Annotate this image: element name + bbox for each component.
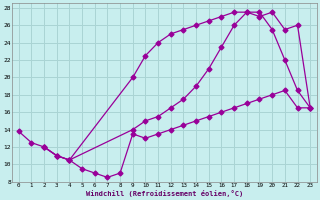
X-axis label: Windchill (Refroidissement éolien,°C): Windchill (Refroidissement éolien,°C) <box>86 190 243 197</box>
